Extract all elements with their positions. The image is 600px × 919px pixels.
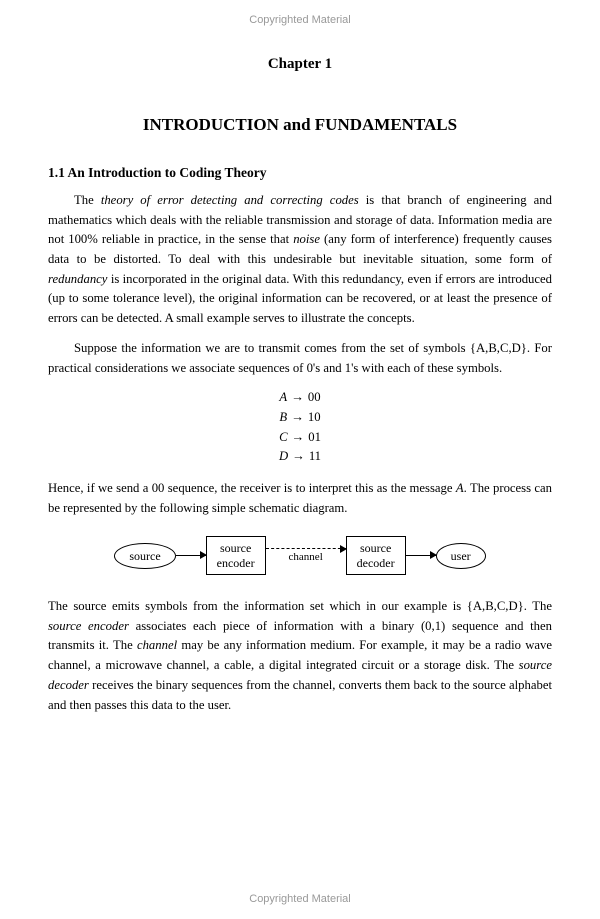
chapter-title: INTRODUCTION and FUNDAMENTALS	[48, 115, 552, 135]
italic-term: channel	[137, 638, 177, 652]
diagram-row: source source encoder channel source dec…	[114, 536, 485, 575]
arrow-icon	[176, 555, 206, 557]
arrow-icon: →	[287, 390, 308, 404]
text: The source emits symbols from the inform…	[48, 599, 467, 613]
text: The	[74, 193, 101, 207]
mapping-row: B→10	[48, 408, 552, 428]
node-label: encoder	[217, 556, 255, 570]
italic-term: redundancy	[48, 272, 107, 286]
mapping-code: 00	[308, 390, 321, 404]
arrow-icon	[406, 555, 436, 557]
watermark-top: Copyrighted Material	[0, 14, 600, 26]
node-label: decoder	[357, 556, 395, 570]
paragraph-1: The theory of error detecting and correc…	[48, 191, 552, 329]
arrow-icon: →	[288, 430, 309, 444]
paragraph-4: The source emits symbols from the inform…	[48, 597, 552, 715]
italic-term: source encoder	[48, 619, 129, 633]
arrow-icon: →	[287, 410, 308, 424]
chapter-label: Chapter 1	[48, 56, 552, 73]
mapping-code: 01	[308, 430, 321, 444]
dashed-line-icon	[266, 548, 346, 549]
user-node: user	[436, 543, 486, 569]
section-heading: 1.1 An Introduction to Coding Theory	[48, 165, 552, 181]
mapping-row: D→11	[48, 447, 552, 467]
mapping-code: 10	[308, 410, 321, 424]
mapping-row: C→01	[48, 428, 552, 448]
mapping-code: 11	[309, 449, 321, 463]
italic-term: noise	[293, 232, 320, 246]
symbol-mapping: A→00 B→10 C→01 D→11	[48, 388, 552, 467]
channel-label: channel	[289, 551, 323, 563]
source-node: source	[114, 543, 175, 569]
node-label: source	[357, 541, 395, 555]
italic-term: theory of error detecting and correcting…	[101, 193, 359, 207]
set-notation: {A,B,C,D}	[470, 341, 527, 355]
text: Suppose the information we are to transm…	[74, 341, 470, 355]
italic-term: A	[456, 481, 464, 495]
encoder-node: source encoder	[206, 536, 266, 575]
paragraph-2: Suppose the information we are to transm…	[48, 339, 552, 378]
page-content: Chapter 1 INTRODUCTION and FUNDAMENTALS …	[48, 0, 552, 715]
decoder-node: source decoder	[346, 536, 406, 575]
node-label: source	[217, 541, 255, 555]
mapping-symbol: D	[279, 449, 288, 463]
mapping-symbol: C	[279, 430, 287, 444]
mapping-row: A→00	[48, 388, 552, 408]
text: Hence, if we send a 00 sequence, the rec…	[48, 481, 456, 495]
arrow-icon: →	[288, 449, 309, 463]
text: is incorporated in the original data. Wi…	[48, 272, 552, 325]
text: . The	[524, 599, 552, 613]
paragraph-3: Hence, if we send a 00 sequence, the rec…	[48, 479, 552, 518]
schematic-diagram: source source encoder channel source dec…	[48, 536, 552, 575]
watermark-bottom: Copyrighted Material	[0, 893, 600, 905]
set-notation: {A,B,C,D}	[467, 599, 524, 613]
channel-arrow: channel	[266, 548, 346, 564]
text: receives the binary sequences from the c…	[48, 678, 552, 712]
